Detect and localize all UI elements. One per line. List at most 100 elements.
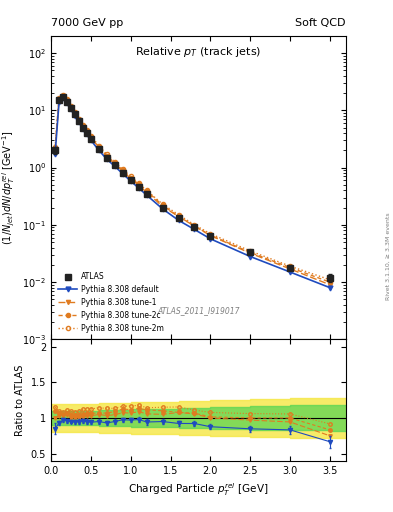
- Pythia 8.308 tune-2m: [192, 222, 197, 228]
- Pythia 8.308 tune-2m: [144, 187, 149, 194]
- Pythia 8.308 tune-2c: [327, 279, 332, 285]
- Pythia 8.308 tune-1: [65, 98, 70, 104]
- Pythia 8.308 default: [105, 156, 109, 162]
- Pythia 8.308 tune-2c: [160, 202, 165, 208]
- Pythia 8.308 default: [176, 217, 181, 223]
- Pythia 8.308 tune-1: [73, 111, 77, 117]
- Line: Pythia 8.308 tune-2m: Pythia 8.308 tune-2m: [53, 93, 332, 282]
- Pythia 8.308 default: [160, 206, 165, 212]
- Pythia 8.308 default: [61, 95, 65, 101]
- Pythia 8.308 default: [192, 226, 197, 232]
- Line: Pythia 8.308 tune-1: Pythia 8.308 tune-1: [53, 94, 332, 287]
- Pythia 8.308 tune-2c: [288, 264, 292, 270]
- Y-axis label: $(1/N_{jet})dN/dp_T^{rel}$ [GeV$^{-1}$]: $(1/N_{jet})dN/dp_T^{rel}$ [GeV$^{-1}$]: [0, 130, 17, 245]
- Pythia 8.308 tune-1: [136, 182, 141, 188]
- Pythia 8.308 default: [129, 178, 133, 184]
- Pythia 8.308 tune-2c: [73, 111, 77, 117]
- Pythia 8.308 tune-2c: [112, 160, 117, 166]
- Pythia 8.308 tune-2c: [248, 249, 253, 255]
- Pythia 8.308 tune-2c: [65, 97, 70, 103]
- Pythia 8.308 default: [97, 147, 101, 154]
- Pythia 8.308 tune-2m: [73, 110, 77, 116]
- Pythia 8.308 tune-1: [327, 282, 332, 288]
- Line: Pythia 8.308 default: Pythia 8.308 default: [53, 95, 332, 290]
- Pythia 8.308 tune-2c: [57, 96, 61, 102]
- Pythia 8.308 default: [84, 132, 89, 138]
- Legend: ATLAS, Pythia 8.308 default, Pythia 8.308 tune-1, Pythia 8.308 tune-2c, Pythia 8: ATLAS, Pythia 8.308 default, Pythia 8.30…: [55, 269, 167, 335]
- Pythia 8.308 tune-1: [288, 266, 292, 272]
- Pythia 8.308 tune-1: [97, 145, 101, 151]
- Pythia 8.308 tune-1: [208, 232, 213, 239]
- Line: Pythia 8.308 tune-2c: Pythia 8.308 tune-2c: [53, 94, 332, 284]
- Pythia 8.308 tune-1: [61, 93, 65, 99]
- Pythia 8.308 default: [144, 192, 149, 198]
- Text: 7000 GeV pp: 7000 GeV pp: [51, 18, 123, 28]
- Pythia 8.308 tune-2c: [144, 188, 149, 194]
- Pythia 8.308 tune-2c: [208, 232, 213, 238]
- Pythia 8.308 tune-2c: [88, 134, 93, 140]
- Pythia 8.308 default: [136, 185, 141, 191]
- Pythia 8.308 tune-2m: [136, 180, 141, 186]
- Pythia 8.308 tune-2m: [327, 276, 332, 283]
- Text: ATLAS_2011_I919017: ATLAS_2011_I919017: [157, 306, 240, 315]
- Pythia 8.308 tune-1: [81, 124, 85, 130]
- Pythia 8.308 tune-1: [248, 250, 253, 257]
- Pythia 8.308 tune-2m: [120, 166, 125, 173]
- Pythia 8.308 tune-2m: [105, 152, 109, 158]
- Pythia 8.308 default: [327, 285, 332, 291]
- Pythia 8.308 tune-2c: [192, 223, 197, 229]
- Pythia 8.308 tune-2m: [81, 122, 85, 128]
- Pythia 8.308 default: [57, 99, 61, 105]
- Pythia 8.308 default: [65, 100, 70, 106]
- Pythia 8.308 tune-1: [53, 147, 57, 154]
- Pythia 8.308 tune-1: [88, 135, 93, 141]
- Pythia 8.308 tune-1: [160, 203, 165, 209]
- Pythia 8.308 default: [53, 152, 57, 158]
- Pythia 8.308 tune-2c: [53, 145, 57, 151]
- Pythia 8.308 tune-2c: [136, 181, 141, 187]
- Pythia 8.308 tune-2m: [288, 263, 292, 269]
- Pythia 8.308 tune-2m: [53, 144, 57, 150]
- Pythia 8.308 tune-1: [112, 161, 117, 167]
- Pythia 8.308 default: [120, 170, 125, 177]
- Y-axis label: Ratio to ATLAS: Ratio to ATLAS: [15, 365, 25, 436]
- Pythia 8.308 tune-1: [105, 154, 109, 160]
- Pythia 8.308 tune-2c: [105, 153, 109, 159]
- Pythia 8.308 tune-2m: [69, 103, 73, 109]
- Pythia 8.308 default: [81, 125, 85, 132]
- Pythia 8.308 tune-2c: [84, 128, 89, 134]
- Pythia 8.308 default: [69, 106, 73, 112]
- Pythia 8.308 tune-2m: [208, 231, 213, 237]
- Pythia 8.308 tune-2m: [176, 211, 181, 218]
- Pythia 8.308 tune-2c: [129, 175, 133, 181]
- Pythia 8.308 tune-2c: [77, 117, 81, 123]
- Text: Soft QCD: Soft QCD: [296, 18, 346, 28]
- Pythia 8.308 tune-2m: [77, 116, 81, 122]
- Pythia 8.308 default: [73, 113, 77, 119]
- Pythia 8.308 tune-2c: [120, 167, 125, 173]
- Pythia 8.308 default: [88, 137, 93, 143]
- Pythia 8.308 default: [288, 269, 292, 275]
- Pythia 8.308 tune-1: [77, 118, 81, 124]
- Pythia 8.308 tune-2c: [176, 214, 181, 220]
- Pythia 8.308 tune-2c: [61, 93, 65, 99]
- Pythia 8.308 tune-1: [120, 168, 125, 175]
- Pythia 8.308 tune-2m: [84, 127, 89, 133]
- Pythia 8.308 tune-2m: [88, 133, 93, 139]
- Pythia 8.308 tune-1: [57, 96, 61, 102]
- X-axis label: Charged Particle $p_T^{rel}$ [GeV]: Charged Particle $p_T^{rel}$ [GeV]: [128, 481, 269, 498]
- Pythia 8.308 tune-2c: [97, 144, 101, 151]
- Pythia 8.308 tune-1: [129, 176, 133, 182]
- Pythia 8.308 tune-2m: [112, 159, 117, 165]
- Pythia 8.308 tune-2m: [129, 174, 133, 180]
- Pythia 8.308 tune-2m: [97, 143, 101, 149]
- Pythia 8.308 tune-2m: [61, 92, 65, 98]
- Pythia 8.308 default: [77, 119, 81, 125]
- Pythia 8.308 default: [208, 236, 213, 242]
- Pythia 8.308 tune-1: [176, 214, 181, 220]
- Pythia 8.308 tune-2c: [81, 123, 85, 129]
- Pythia 8.308 tune-1: [192, 223, 197, 229]
- Pythia 8.308 tune-2m: [57, 95, 61, 101]
- Pythia 8.308 tune-2m: [65, 96, 70, 102]
- Pythia 8.308 tune-1: [69, 105, 73, 111]
